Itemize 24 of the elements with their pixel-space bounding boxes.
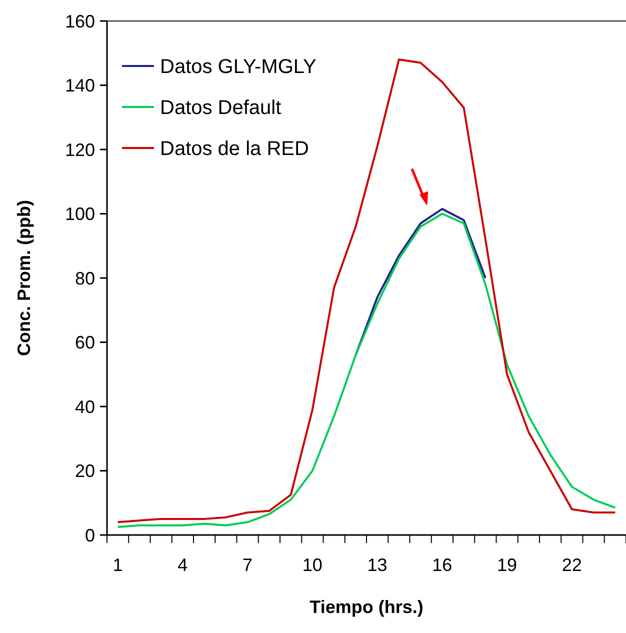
y-tick-label: 80 <box>74 268 95 288</box>
legend-label: Datos GLY-MGLY <box>160 56 316 78</box>
y-tick-label: 60 <box>74 332 95 353</box>
y-tick-label: 100 <box>64 204 95 224</box>
y-tick-label: 140 <box>64 76 95 96</box>
y-tick-label: 40 <box>74 396 95 417</box>
x-tick-label: 16 <box>432 555 452 575</box>
x-tick-label: 10 <box>302 555 322 575</box>
y-tick-label: 160 <box>64 11 95 32</box>
line-series <box>116 58 616 524</box>
y-tick-label: 0 <box>84 525 95 546</box>
x-tick-label: 4 <box>178 555 188 575</box>
y-tick-label: 120 <box>64 140 95 160</box>
line-series <box>116 212 616 528</box>
x-tick-label: 1 <box>112 555 123 575</box>
legend-label: Datos Default <box>160 97 282 119</box>
x-tick-label: 19 <box>497 555 518 575</box>
x-tick-label: 13 <box>367 555 388 575</box>
y-axis-title: Conc. Prom. (ppb) <box>14 200 34 356</box>
legend-label: Datos de la RED <box>160 138 309 160</box>
x-tick-label: 22 <box>562 555 582 575</box>
y-tick-label: 20 <box>74 461 95 482</box>
x-axis-title: Tiempo (hrs.) <box>310 597 424 617</box>
x-tick-label: 7 <box>242 555 253 575</box>
